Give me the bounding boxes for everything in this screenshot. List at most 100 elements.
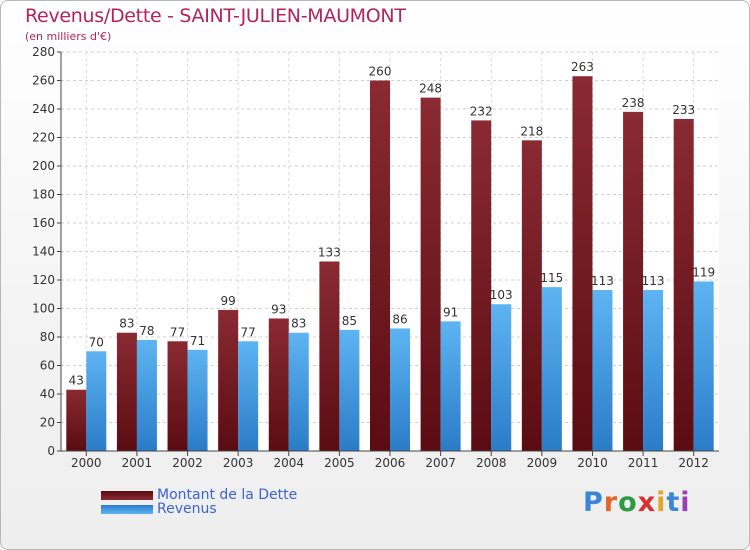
data-label-dette: 77 — [170, 325, 185, 339]
logo-letter: r — [603, 487, 619, 518]
bar-dette — [268, 318, 289, 451]
y-tick-label: 280 — [32, 45, 55, 59]
data-label-dette: 133 — [318, 245, 341, 259]
bar-revenus — [288, 332, 309, 451]
x-tick-label: 2010 — [577, 456, 608, 470]
bar-revenus — [86, 351, 107, 451]
logo-letter: P — [583, 487, 604, 518]
legend-swatch-dette — [101, 490, 153, 500]
bar-revenus — [491, 304, 512, 451]
y-tick-label: 240 — [32, 102, 55, 116]
logo-letter: t — [666, 487, 681, 518]
data-label-dette: 263 — [571, 60, 594, 74]
y-tick-label: 100 — [32, 302, 55, 316]
data-label-dette: 260 — [369, 65, 392, 79]
data-label-revenus: 77 — [241, 325, 256, 339]
bar-dette — [319, 261, 340, 451]
data-label-revenus: 103 — [490, 288, 513, 302]
x-tick-label: 2009 — [527, 456, 558, 470]
data-label-revenus: 115 — [540, 271, 563, 285]
data-label-dette: 238 — [622, 96, 645, 110]
bar-dette — [116, 332, 137, 451]
chart-subtitle: (en milliers d'€) — [25, 30, 112, 43]
y-tick-label: 160 — [32, 216, 55, 230]
data-label-dette: 232 — [470, 104, 493, 118]
bar-dette — [370, 80, 390, 451]
bar-dette — [572, 76, 593, 451]
y-tick-label: 0 — [47, 444, 55, 458]
data-label-revenus: 113 — [642, 274, 665, 288]
chart-title: Revenus/Dette - SAINT-JULIEN-MAUMONT — [25, 5, 406, 27]
bar-revenus — [440, 321, 461, 451]
data-label-dette: 99 — [221, 294, 236, 308]
bar-revenus — [238, 341, 259, 451]
x-tick-label: 2011 — [628, 456, 659, 470]
data-label-dette: 83 — [119, 317, 134, 331]
x-tick-label: 2012 — [678, 456, 709, 470]
bar-revenus — [541, 287, 562, 451]
y-tick-label: 220 — [32, 131, 55, 145]
data-label-revenus: 113 — [591, 274, 614, 288]
legend-swatch-revenus — [101, 504, 153, 514]
y-tick-label: 140 — [32, 245, 55, 259]
bar-dette — [673, 118, 694, 451]
data-label-revenus: 83 — [291, 317, 306, 331]
legend-item-dette: Montant de la Dette — [101, 488, 297, 502]
bar-revenus — [592, 289, 613, 451]
bar-revenus — [390, 328, 410, 451]
data-label-dette: 218 — [520, 124, 543, 138]
x-tick-label: 2006 — [375, 456, 406, 470]
y-tick-label: 40 — [40, 387, 55, 401]
bar-dette — [471, 120, 492, 452]
data-label-revenus: 119 — [692, 265, 715, 279]
proxiti-logo: Proxiti — [583, 487, 691, 518]
y-tick-label: 260 — [32, 74, 55, 88]
bar-dette — [167, 341, 188, 451]
x-tick-label: 2005 — [324, 456, 355, 470]
bar-revenus — [136, 339, 157, 451]
y-tick-label: 200 — [32, 159, 55, 173]
data-label-revenus: 86 — [392, 312, 407, 326]
x-tick-label: 2001 — [122, 456, 153, 470]
logo-letter: i — [680, 487, 691, 518]
logo-letter: i — [656, 487, 667, 518]
data-label-revenus: 78 — [139, 324, 154, 338]
y-tick-label: 180 — [32, 188, 55, 202]
y-tick-label: 80 — [40, 330, 55, 344]
data-label-dette: 43 — [69, 374, 84, 388]
data-label-revenus: 70 — [89, 335, 104, 349]
legend-label-dette: Montant de la Dette — [157, 487, 298, 503]
y-tick-label: 60 — [40, 359, 55, 373]
x-tick-label: 2002 — [172, 456, 203, 470]
data-label-dette: 233 — [672, 103, 695, 117]
y-tick-label: 120 — [32, 273, 55, 287]
data-label-revenus: 91 — [443, 305, 458, 319]
x-tick-label: 2008 — [476, 456, 507, 470]
bar-dette — [218, 309, 239, 451]
bar-revenus — [187, 349, 208, 451]
legend-item-revenus: Revenus — [101, 502, 217, 516]
data-label-revenus: 71 — [190, 334, 205, 348]
x-tick-label: 2007 — [425, 456, 456, 470]
bar-revenus — [339, 329, 360, 451]
data-label-dette: 93 — [271, 302, 286, 316]
data-labels: 43 70 83 78 77 71 99 77 93 83 133 85 260 86 248 91 232 10… — [69, 60, 715, 388]
data-label-revenus: 85 — [342, 314, 357, 328]
logo-letter: o — [618, 487, 638, 518]
x-tick-label: 2003 — [223, 456, 254, 470]
data-label-dette: 248 — [419, 82, 442, 96]
x-tick-label: 2004 — [273, 456, 304, 470]
x-tick-label: 2000 — [71, 456, 102, 470]
logo-letter: x — [637, 487, 657, 518]
y-tick-label: 20 — [40, 416, 55, 430]
bar-revenus — [693, 281, 714, 451]
bar-dette — [521, 140, 542, 451]
axes: 0 20 40 60 80 100 120 140 160 180 200 220 240 260 280 2… — [32, 45, 719, 470]
legend-label-revenus: Revenus — [157, 501, 217, 517]
bar-dette — [420, 97, 441, 451]
bar-revenus — [643, 289, 664, 451]
bar-dette — [66, 389, 87, 451]
bars — [66, 76, 714, 452]
